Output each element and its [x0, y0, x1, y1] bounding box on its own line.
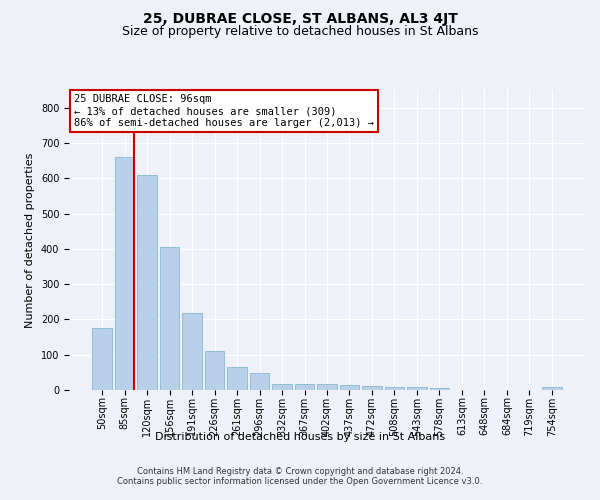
Bar	[160, 247, 179, 390]
Bar	[295, 384, 314, 390]
Bar	[542, 387, 562, 390]
Bar	[250, 373, 269, 390]
Bar	[92, 328, 112, 390]
Bar	[182, 313, 202, 390]
Text: 25 DUBRAE CLOSE: 96sqm
← 13% of detached houses are smaller (309)
86% of semi-de: 25 DUBRAE CLOSE: 96sqm ← 13% of detached…	[74, 94, 374, 128]
Y-axis label: Number of detached properties: Number of detached properties	[25, 152, 35, 328]
Bar	[272, 384, 292, 390]
Bar	[115, 157, 134, 390]
Bar	[137, 174, 157, 390]
Bar	[227, 367, 247, 390]
Text: Contains HM Land Registry data © Crown copyright and database right 2024.: Contains HM Land Registry data © Crown c…	[137, 468, 463, 476]
Bar	[340, 384, 359, 390]
Bar	[362, 386, 382, 390]
Bar	[407, 387, 427, 390]
Bar	[430, 388, 449, 390]
Bar	[385, 387, 404, 390]
Text: Size of property relative to detached houses in St Albans: Size of property relative to detached ho…	[122, 25, 478, 38]
Bar	[317, 384, 337, 390]
Text: 25, DUBRAE CLOSE, ST ALBANS, AL3 4JT: 25, DUBRAE CLOSE, ST ALBANS, AL3 4JT	[143, 12, 457, 26]
Bar	[205, 351, 224, 390]
Text: Distribution of detached houses by size in St Albans: Distribution of detached houses by size …	[155, 432, 445, 442]
Text: Contains public sector information licensed under the Open Government Licence v3: Contains public sector information licen…	[118, 478, 482, 486]
